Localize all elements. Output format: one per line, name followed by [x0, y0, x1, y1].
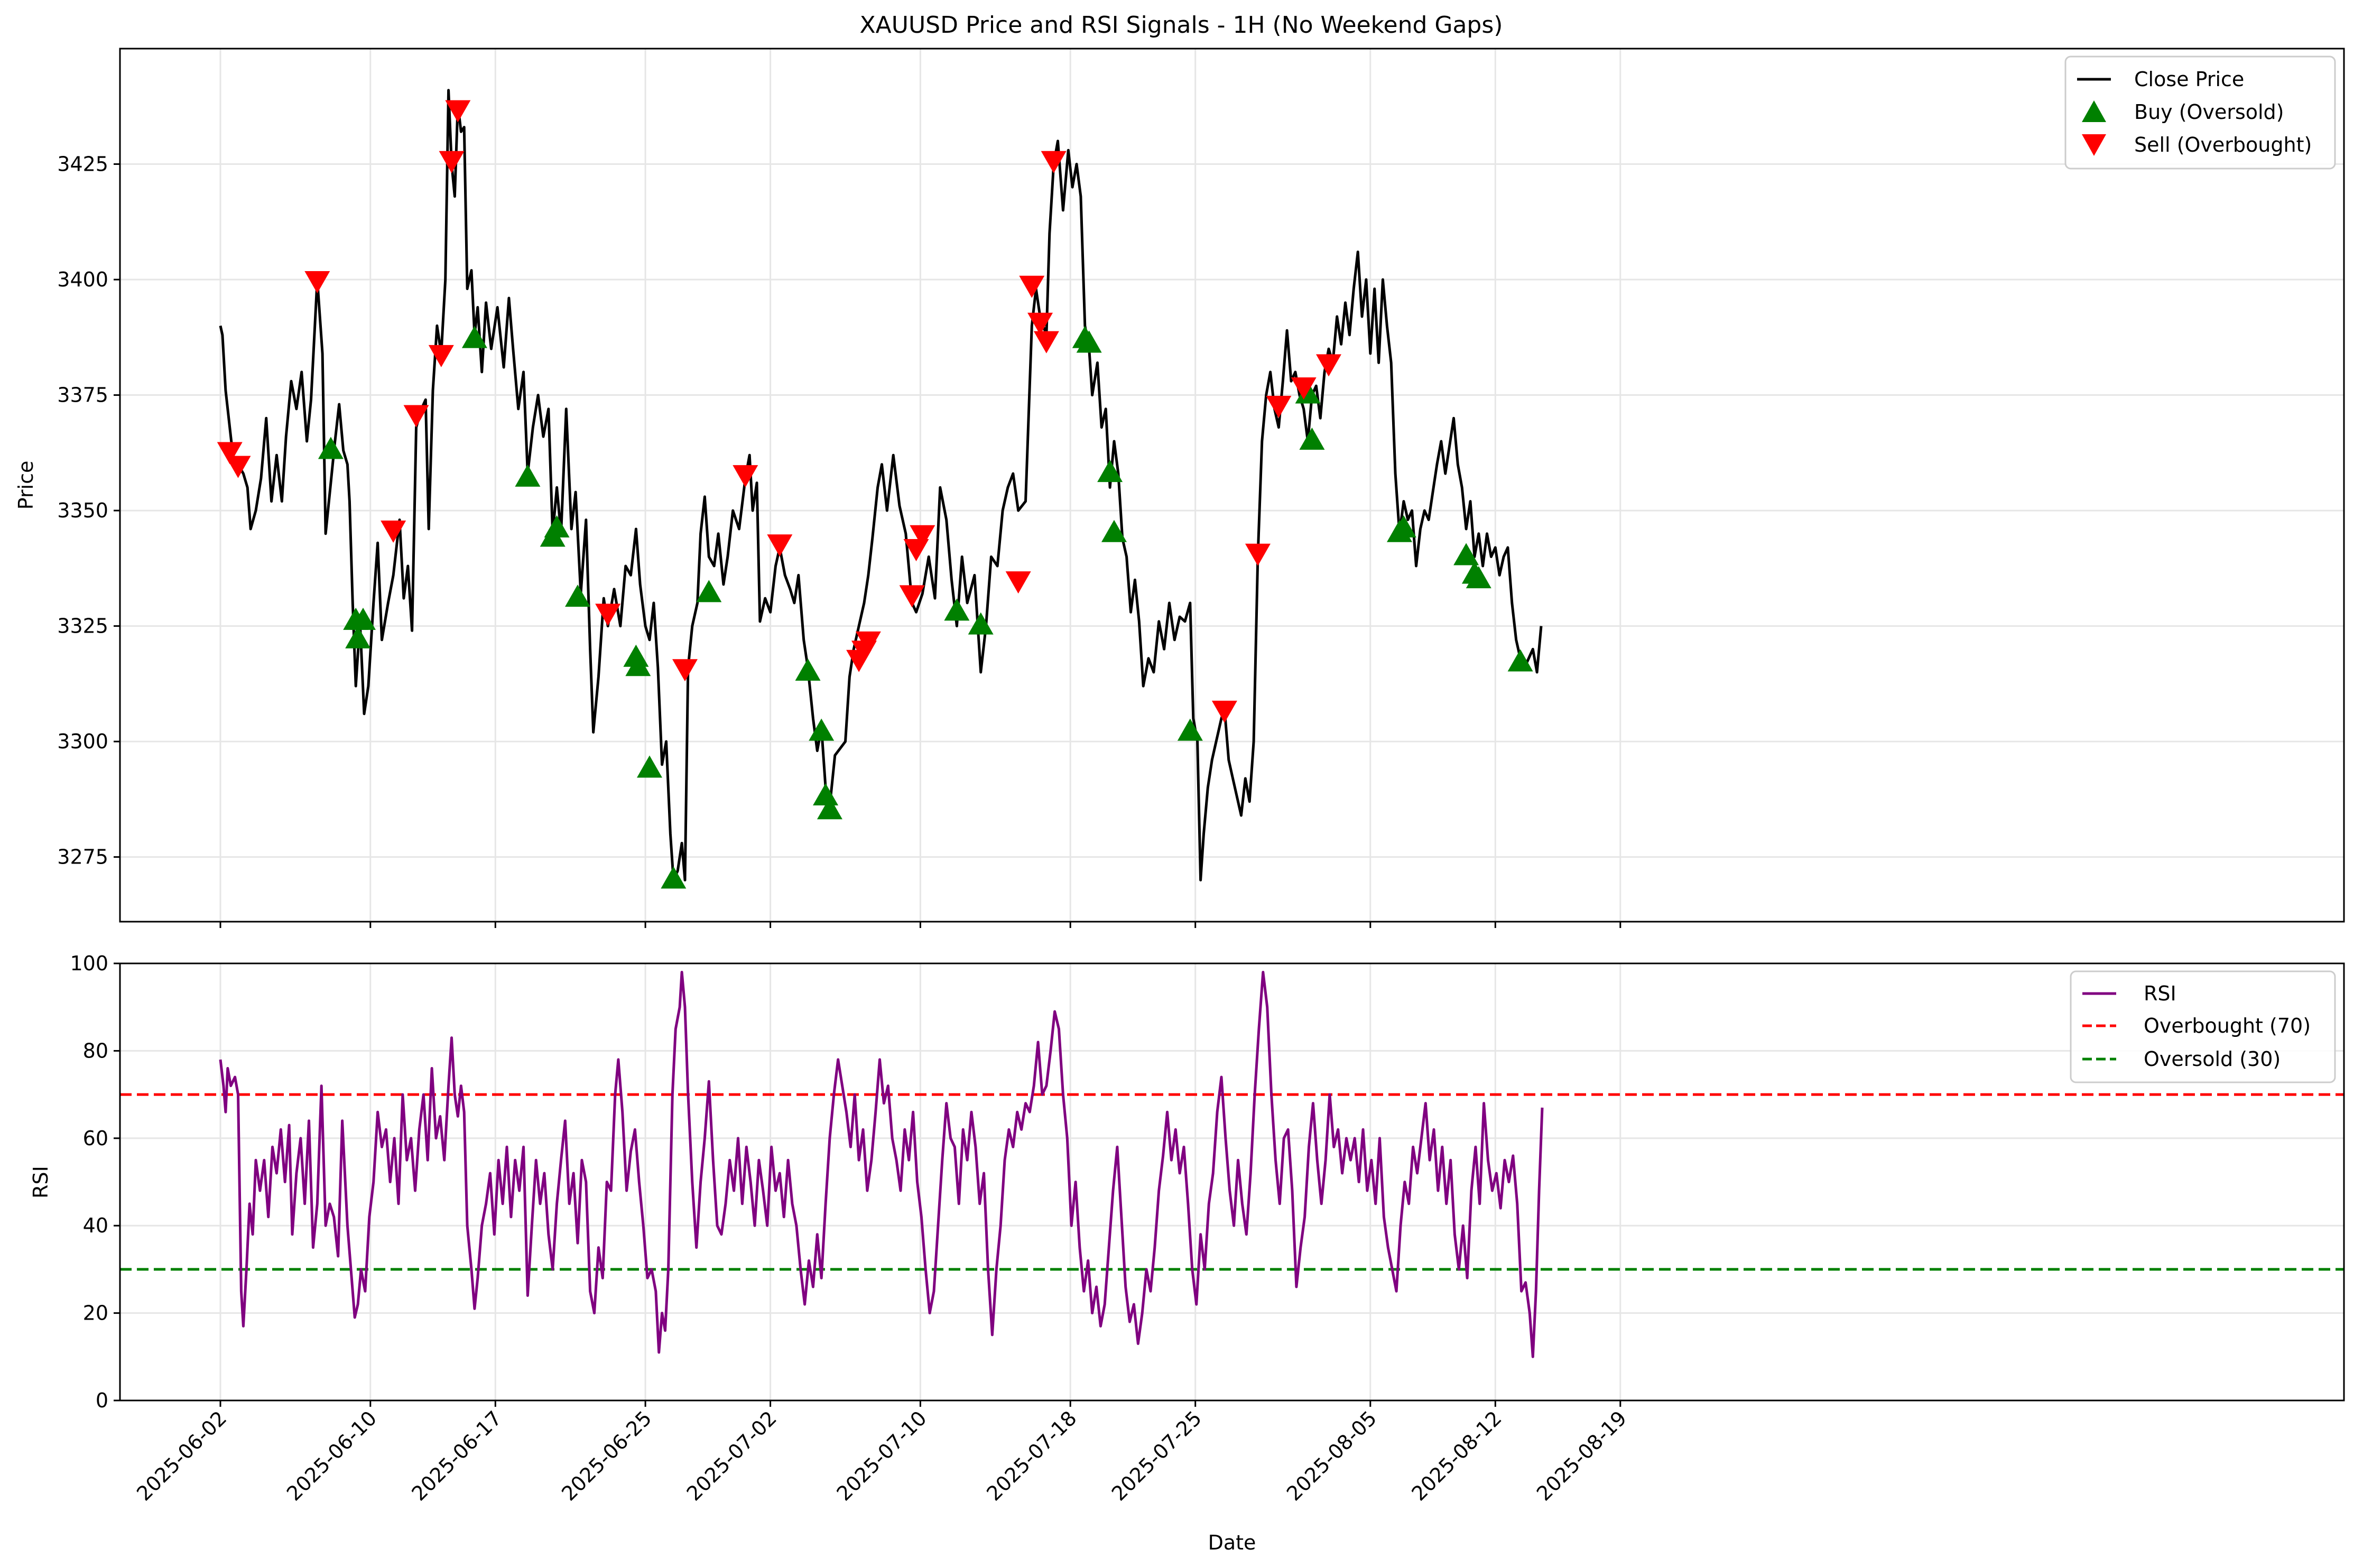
- buy-marker: [968, 612, 994, 635]
- sell-marker: [899, 585, 925, 608]
- sell-marker: [595, 604, 621, 626]
- legend-oversold-label: Oversold (30): [2144, 1047, 2281, 1071]
- sell-marker: [1245, 543, 1271, 566]
- sell-marker: [733, 465, 758, 488]
- sell-marker: [445, 100, 471, 123]
- legend-close-price-label: Close Price: [2134, 68, 2244, 91]
- sell-marker: [1041, 151, 1067, 173]
- buy-marker: [661, 866, 687, 889]
- buy-marker: [944, 598, 970, 621]
- sell-marker: [1315, 354, 1341, 377]
- buy-marker: [345, 626, 371, 648]
- sell-marker: [1266, 396, 1292, 419]
- buy-marker: [515, 464, 541, 487]
- buy-marker: [1466, 566, 1491, 589]
- chart-title: XAUUSD Price and RSI Signals - 1H (No We…: [860, 12, 1503, 39]
- sell-marker: [381, 521, 406, 543]
- rsi-y-axis-label: RSI: [29, 1166, 52, 1199]
- price-legend: Close Price Buy (Oversold) Sell (Overbou…: [2064, 55, 2336, 170]
- buy-marker: [1076, 330, 1102, 353]
- buy-marker: [318, 437, 344, 459]
- rsi-y-tick-label: 40: [83, 1214, 108, 1237]
- price-gridlines: [120, 49, 2344, 922]
- sell-marker: [855, 631, 881, 654]
- buy-marker: [817, 797, 842, 820]
- buy-marker: [564, 584, 590, 607]
- buy-marker: [809, 718, 835, 741]
- sell-marker: [225, 456, 251, 478]
- sell-marker: [910, 525, 935, 548]
- price-y-tick-label: 3400: [57, 268, 108, 291]
- sell-marker: [439, 151, 465, 173]
- rsi-line: [219, 971, 1544, 1358]
- sell-marker: [1005, 571, 1031, 594]
- sell-marker: [403, 405, 429, 428]
- buy-marker: [623, 644, 649, 667]
- price-y-tick-label: 3325: [57, 615, 108, 638]
- sell-marker: [217, 442, 243, 465]
- buy-markers: [318, 326, 1533, 889]
- legend-sell-label: Sell (Overbought): [2134, 133, 2312, 156]
- legend-rsi-label: RSI: [2144, 982, 2176, 1005]
- buy-marker: [1453, 543, 1479, 565]
- price-x-ticks: [219, 922, 1621, 928]
- buy-marker: [1391, 515, 1416, 538]
- rsi-y-tick-label: 20: [83, 1302, 108, 1325]
- price-y-tick-label: 3300: [57, 730, 108, 753]
- price-y-axis-label: Price: [14, 461, 38, 510]
- price-panel: 3275 3300 3325 3350 3375 3400 3425 Price Close…: [14, 48, 2345, 928]
- rsi-y-ticks: 0 20 40 60 80 100: [70, 952, 120, 1412]
- price-y-tick-label: 3375: [57, 384, 108, 407]
- sell-marker: [672, 659, 698, 682]
- x-axis-label: Date: [1208, 1531, 1256, 1554]
- buy-marker: [1101, 519, 1127, 542]
- rsi-legend: RSI Overbought (70) Oversold (30): [2070, 970, 2336, 1083]
- price-legend-box: [2064, 55, 2336, 170]
- legend-sell-swatch: [2082, 134, 2106, 156]
- close-price-line: [219, 89, 1543, 882]
- sell-markers: [217, 100, 1341, 723]
- legend-buy-label: Buy (Oversold): [2134, 100, 2284, 124]
- price-axes-frame: [119, 48, 2345, 923]
- rsi-y-tick-label: 100: [70, 952, 108, 975]
- buy-marker: [1295, 381, 1321, 404]
- buy-marker: [696, 580, 722, 602]
- buy-marker: [795, 658, 821, 681]
- price-y-tick-label: 3350: [57, 499, 108, 522]
- rsi-y-tick-label: 80: [83, 1039, 108, 1062]
- buy-marker: [544, 515, 570, 538]
- buy-marker: [1097, 460, 1123, 483]
- buy-marker: [350, 607, 376, 630]
- sell-marker: [1027, 312, 1053, 335]
- sell-marker: [1291, 377, 1317, 400]
- buy-marker: [461, 326, 487, 348]
- sell-marker: [767, 534, 793, 557]
- sell-marker: [428, 345, 454, 367]
- buy-marker: [1299, 427, 1325, 450]
- buy-marker: [813, 783, 839, 805]
- buy-marker: [1507, 649, 1533, 672]
- rsi-y-tick-label: 60: [83, 1127, 108, 1150]
- price-y-ticks: 3275 3300 3325 3350 3375 3400 3425: [57, 153, 120, 869]
- sell-marker: [304, 271, 330, 294]
- price-y-tick-label: 3275: [57, 846, 108, 869]
- rsi-axes-frame: [119, 962, 2345, 1402]
- rsi-legend-box: [2070, 970, 2336, 1083]
- buy-marker: [1177, 718, 1203, 741]
- legend-buy-swatch: [2082, 100, 2106, 122]
- sell-marker: [1019, 275, 1045, 298]
- buy-marker: [636, 755, 662, 778]
- sell-marker: [1033, 331, 1059, 354]
- sell-marker: [1211, 700, 1237, 723]
- rsi-y-tick-label: 0: [96, 1389, 108, 1412]
- price-y-tick-label: 3425: [57, 153, 108, 176]
- buy-marker: [625, 654, 651, 676]
- legend-overbought-label: Overbought (70): [2144, 1014, 2311, 1037]
